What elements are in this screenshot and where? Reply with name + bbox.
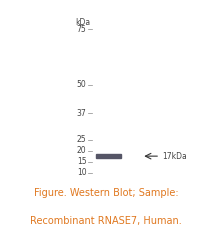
- Text: 75: 75: [77, 25, 86, 34]
- Text: 37: 37: [77, 109, 86, 118]
- Text: 10: 10: [77, 168, 86, 177]
- Text: 25: 25: [77, 135, 86, 144]
- Text: Figure. Western Blot; Sample:: Figure. Western Blot; Sample:: [34, 188, 178, 198]
- Text: 50: 50: [77, 80, 86, 89]
- Text: kDa: kDa: [75, 18, 90, 27]
- Text: 17kDa: 17kDa: [162, 152, 187, 161]
- Text: Recombinant RNASE7, Human.: Recombinant RNASE7, Human.: [30, 216, 182, 226]
- Bar: [96, 154, 121, 158]
- Text: 15: 15: [77, 157, 86, 166]
- Text: 20: 20: [77, 146, 86, 155]
